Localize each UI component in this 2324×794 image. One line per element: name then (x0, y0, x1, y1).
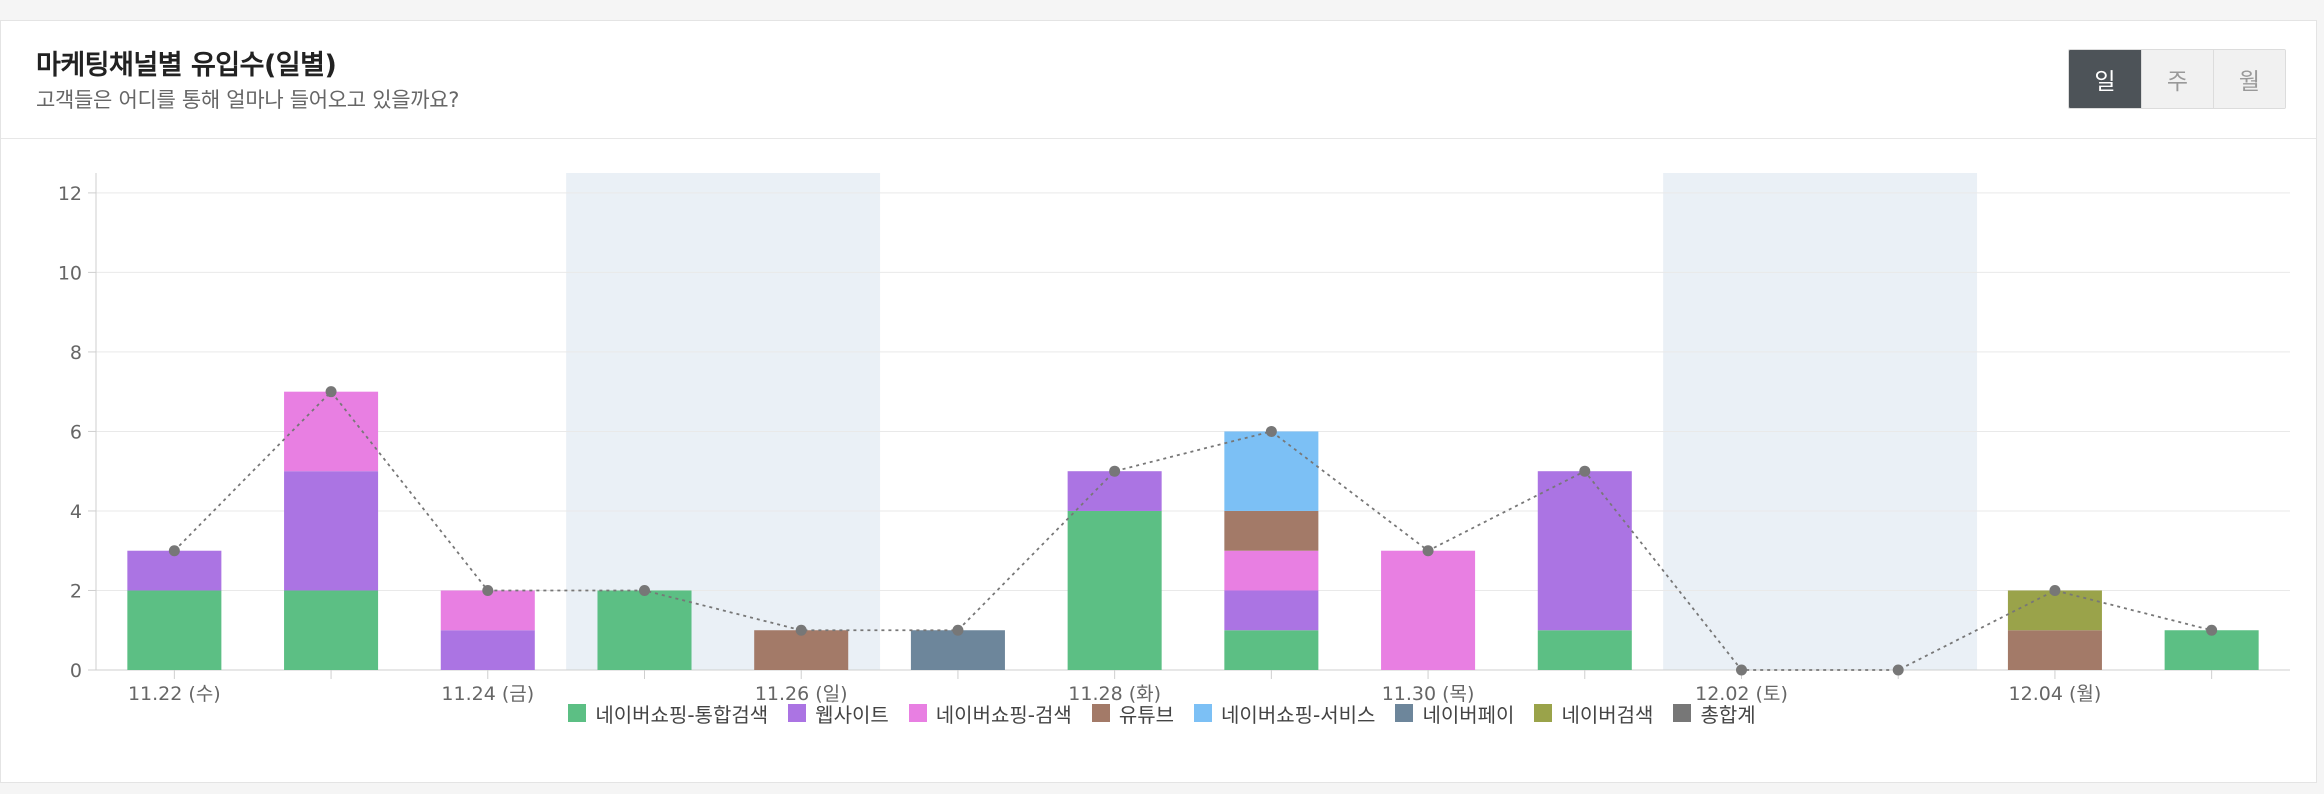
legend-swatch (1534, 704, 1553, 722)
bar-segment (2007, 590, 2102, 631)
chart-legend: 네이버쇼핑-통합검색 웹사이트 네이버쇼핑-검색 유튜브 네이버쇼핑-서비스 네이버페이 네… (0, 698, 2324, 728)
card-header: 마케팅채널별 유입수(일별) 고객들은 어디를 통해 얼마나 들어오고 있을까요… (1, 21, 2316, 139)
legend-label: 네이버쇼핑-통합검색 (595, 702, 769, 727)
legend-label: 네이버쇼핑-검색 (935, 702, 1072, 727)
bar-segment (440, 630, 535, 670)
x-tick-label: 12.02 (토) (1695, 683, 1788, 705)
total-point (1109, 465, 1121, 477)
legend-swatch (1091, 704, 1110, 722)
weekend-band (1819, 173, 1978, 670)
total-point (1265, 425, 1277, 437)
y-tick-label: 10 (58, 262, 82, 284)
legend-label: 네이버쇼핑-서비스 (1221, 702, 1376, 727)
legend-label: 네이버검색 (1561, 702, 1654, 727)
total-point (2206, 624, 2218, 636)
bar-segment (1381, 550, 1476, 670)
legend-label: 유튜브 (1118, 702, 1175, 727)
x-tick-label: 11.30 (목) (1382, 683, 1475, 705)
bar-segment (284, 391, 379, 472)
y-tick-label: 6 (70, 421, 82, 443)
y-tick-label: 12 (58, 183, 82, 205)
bar-segment (440, 590, 535, 631)
legend-label: 네이버페이 (1422, 702, 1515, 727)
period-daily-button[interactable]: 일 (2069, 50, 2141, 108)
legend-item[interactable]: 총합계 (1673, 699, 1756, 728)
period-weekly-button[interactable]: 주 (2141, 50, 2213, 108)
x-tick-label: 11.24 (금) (441, 683, 534, 705)
legend-swatch (1194, 704, 1213, 722)
total-line (173, 390, 2212, 671)
bar-segment (597, 590, 692, 670)
legend-swatch (1395, 704, 1414, 722)
x-tick-label: 11.26 (일) (755, 683, 848, 705)
legend-item[interactable]: 네이버쇼핑-검색 (908, 699, 1072, 728)
bar-segment (127, 550, 222, 591)
chart-title: 마케팅채널별 유입수(일별) (36, 50, 337, 81)
total-point (1579, 465, 1591, 477)
bar-segment (2007, 630, 2102, 670)
period-toggle: 일 주 월 (2068, 49, 2286, 109)
y-tick-label: 2 (70, 580, 82, 602)
bar-segment (2164, 630, 2259, 670)
legend-label: 총합계 (1700, 702, 1756, 727)
legend-item[interactable]: 유튜브 (1091, 699, 1175, 728)
bar-segment (1067, 471, 1162, 511)
bar-segment (284, 590, 379, 670)
bar-segment (1224, 550, 1319, 591)
bar-segment (1537, 630, 1632, 670)
total-point (795, 624, 807, 636)
bar-segment (1224, 431, 1319, 511)
total-point (168, 545, 180, 557)
bar-segment (1537, 471, 1632, 631)
bar-segment (127, 590, 222, 670)
total-point (325, 386, 337, 398)
legend-label: 웹사이트 (815, 702, 889, 727)
legend-item[interactable]: 네이버페이 (1395, 699, 1514, 728)
total-point (1736, 664, 1747, 676)
period-monthly-button[interactable]: 월 (2213, 50, 2285, 108)
legend-swatch (1673, 704, 1692, 722)
legend-item[interactable]: 웹사이트 (788, 699, 889, 728)
bar-segment (910, 630, 1005, 670)
total-point (952, 624, 964, 636)
total-point (1892, 664, 1904, 676)
chart-subtitle: 고객들은 어디를 통해 얼마나 들어오고 있을까요? (36, 88, 460, 112)
legend-swatch (568, 704, 587, 722)
total-point (2049, 584, 2061, 596)
bar-segment (284, 471, 379, 591)
bar-segment (1224, 510, 1319, 551)
y-tick-label: 4 (70, 501, 82, 523)
legend-item[interactable]: 네이버검색 (1534, 699, 1653, 728)
y-tick-label: 0 (70, 660, 82, 682)
legend-swatch (908, 704, 927, 722)
total-point (1422, 545, 1434, 557)
legend-swatch (788, 704, 807, 722)
bar-segment (1224, 590, 1319, 631)
x-tick-label: 12.04 (월) (2009, 683, 2102, 705)
bar-segment (754, 630, 849, 670)
weekend-band (722, 173, 881, 670)
total-point (482, 584, 494, 596)
bar-segment (1224, 630, 1319, 670)
legend-item[interactable]: 네이버쇼핑-통합검색 (568, 699, 768, 728)
bar-segment (1067, 510, 1162, 670)
x-tick-label: 11.22 (수) (128, 683, 221, 705)
legend-item[interactable]: 네이버쇼핑-서비스 (1194, 699, 1375, 728)
x-tick-label: 11.28 (화) (1068, 683, 1161, 705)
total-point (639, 584, 650, 596)
weekend-band (1663, 173, 1821, 670)
y-tick-label: 8 (70, 342, 82, 364)
